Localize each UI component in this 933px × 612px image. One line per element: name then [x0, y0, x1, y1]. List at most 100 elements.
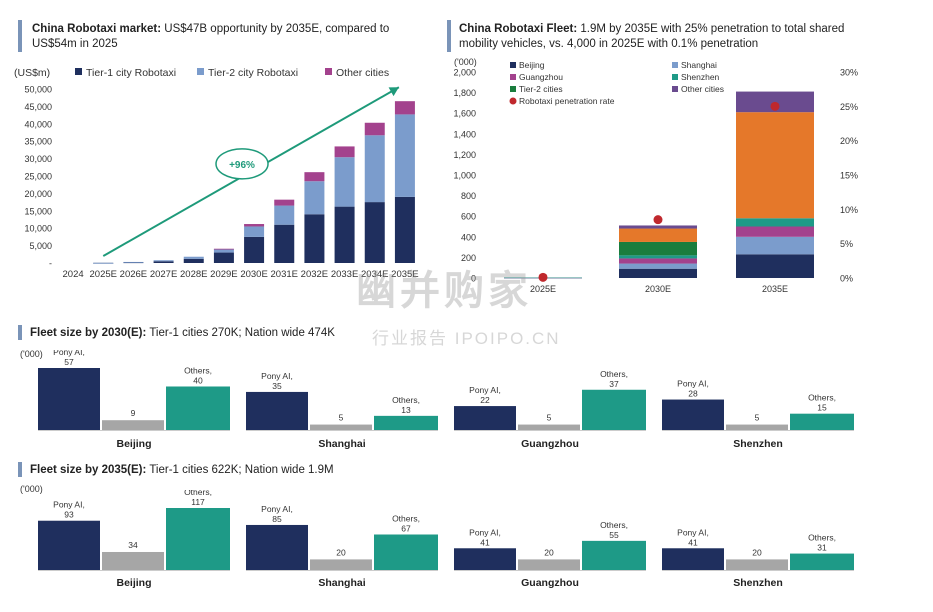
fleet-size-bar: [246, 524, 308, 570]
fleet-ytick-label: 600: [461, 212, 476, 222]
fleet-size-city-label: Beijing: [116, 577, 152, 589]
fleet-y2tick-label: 0%: [840, 274, 853, 284]
market-ytick-label: 20,000: [24, 189, 52, 199]
fleet-xtick-label: 2025E: [530, 284, 556, 294]
fleet-legend-swatch: [510, 86, 516, 92]
fleet-size-bar-value: 67: [401, 523, 411, 533]
fleet-size-bar-value: 15: [817, 403, 827, 413]
market-bar-segment: [153, 261, 174, 263]
fleet-size-bar-name: Pony AI,: [469, 385, 501, 395]
fleet-penetration-point: [538, 272, 548, 282]
fleet-size-bar: [374, 534, 438, 570]
fleet-size-bar-value: 35: [272, 381, 282, 391]
fleet-legend-label: Shanghai: [681, 60, 717, 70]
fleet-size-city-label: Shenzhen: [733, 438, 783, 450]
fleet-size-bar-value: 41: [688, 537, 698, 547]
fleet-size-bar: [38, 520, 100, 570]
fleet-size-bar: [374, 415, 438, 430]
fleet-y2tick-label: 30%: [840, 68, 858, 78]
market-bar-segment: [394, 114, 415, 197]
fleet-size-city-label: Guangzhou: [521, 577, 579, 589]
market-xtick-label: 2027E: [150, 269, 177, 280]
fleet-bar-segment: [619, 255, 697, 259]
fleet-size-bar: [246, 391, 308, 430]
market-bar-segment: [183, 256, 204, 259]
market-xtick-label: 2028E: [180, 269, 207, 280]
fleet-ytick-label: 1,200: [453, 150, 476, 160]
market-ytick-label: 50,000: [24, 85, 52, 95]
size2035-title-rest: Tier-1 cities 622K; Nation wide 1.9M: [146, 464, 334, 476]
fleet-legend-swatch: [672, 62, 678, 68]
watermark-sub: 行业报告 IPOIPO.CN: [372, 329, 561, 348]
fleet-size-city-label: Shanghai: [318, 438, 366, 450]
fleet-size-bar: [518, 424, 580, 430]
fleet-size-panel-beijing: Pony AI,57 9 Others,40: [38, 350, 230, 431]
market-bar-segment: [123, 261, 144, 263]
fleet-legend-swatch: [510, 74, 516, 80]
fleet-size-bar: [518, 559, 580, 570]
market-legend-swatch: [197, 68, 204, 75]
fleet-size-bar-value: 85: [272, 514, 282, 524]
fleet-size-panel-shenzhen: Pony AI,41 20 Others,31: [662, 527, 854, 571]
market-title-bold: China Robotaxi market:: [32, 23, 162, 35]
market-bar-segment: [274, 224, 295, 263]
market-bar-segment: [244, 236, 265, 263]
size2030-title: Fleet size by 2030(E): Tier-1 cities 270…: [30, 326, 335, 340]
fleet-size-bar-name: Others,: [184, 365, 212, 375]
market-bar-segment: [244, 226, 265, 237]
fleet-ytick-label: 1,800: [453, 88, 476, 98]
fleet-size-bar-value: 22: [480, 395, 490, 405]
market-bar-segment: [364, 122, 385, 136]
market-bar-segment: [364, 202, 385, 263]
market-bar-segment: [304, 214, 325, 263]
market-xtick-label: 2024: [63, 269, 84, 280]
fleet-size-bar-value: 20: [336, 547, 346, 557]
fleet-size-city-label: Shanghai: [318, 577, 366, 589]
size2035-title-bold: Fleet size by 2035(E):: [30, 464, 147, 476]
market-ytick-label: -: [49, 259, 52, 269]
fleet-size-bar-value: 37: [609, 379, 619, 389]
fleet-size-bar-value: 55: [609, 530, 619, 540]
size2030-unit: ('000): [20, 349, 43, 359]
fleet-y2tick-label: 15%: [840, 171, 858, 181]
fleet-size-bar-name: Others,: [600, 520, 628, 530]
fleet-bar-segment: [736, 236, 814, 255]
fleet-size-bar-name: Others,: [600, 369, 628, 379]
fleet-size-bar-value: 28: [688, 389, 698, 399]
market-xtick-label: 2025E: [90, 269, 117, 280]
fleet-legend-label: Beijing: [519, 60, 545, 70]
market-xtick-label: 2029E: [210, 269, 237, 280]
fleet-size-panel-shanghai: Pony AI,35 5 Others,13: [246, 371, 438, 431]
fleet-ytick-label: 800: [461, 191, 476, 201]
fleet-size-bar-value: 93: [64, 510, 74, 520]
market-bar-segment: [334, 157, 355, 207]
fleet-ytick-label: 200: [461, 253, 476, 263]
market-bar-segment: [394, 196, 415, 263]
fleet-size-bar: [790, 553, 854, 570]
fleet-size-panel-shanghai: Pony AI,85 20 Others,67: [246, 504, 438, 571]
market-bar-segment: [244, 224, 265, 227]
fleet-size-bar: [726, 559, 788, 570]
fleet-size-bar-name: Pony AI,: [53, 350, 85, 357]
fleet-size-bar: [310, 559, 372, 570]
fleet-size-panel-guangzhou: Pony AI,22 5 Others,37: [454, 369, 646, 431]
fleet-size-bar-value: 41: [480, 537, 490, 547]
fleet-bar-segment: [619, 241, 697, 256]
fleet-size-bar-value: 40: [193, 375, 203, 385]
fleet-legend-marker: [509, 97, 517, 105]
market-legend-label: Other cities: [336, 67, 389, 79]
fleet-size-bar: [726, 424, 788, 430]
fleet-size-bar-name: Pony AI,: [261, 371, 293, 381]
market-title: China Robotaxi market: US$47B opportunit…: [32, 22, 432, 52]
market-xtick-label: 2033E: [331, 269, 358, 280]
fleet-bar-segment: [619, 228, 697, 242]
market-bar-segment: [213, 248, 234, 250]
market-bar-segment: [394, 101, 415, 115]
market-bar-segment: [334, 146, 355, 158]
fleet-unit-label: ('000): [454, 58, 477, 67]
fleet-legend-label: Tier-2 cities: [519, 84, 563, 94]
fleet-size-panel-guangzhou: Pony AI,41 20 Others,55: [454, 520, 646, 571]
fleet-title-bold: China Robotaxi Fleet:: [459, 23, 578, 35]
market-xtick-label: 2026E: [120, 269, 147, 280]
watermark: 幽并购家: [356, 269, 532, 313]
